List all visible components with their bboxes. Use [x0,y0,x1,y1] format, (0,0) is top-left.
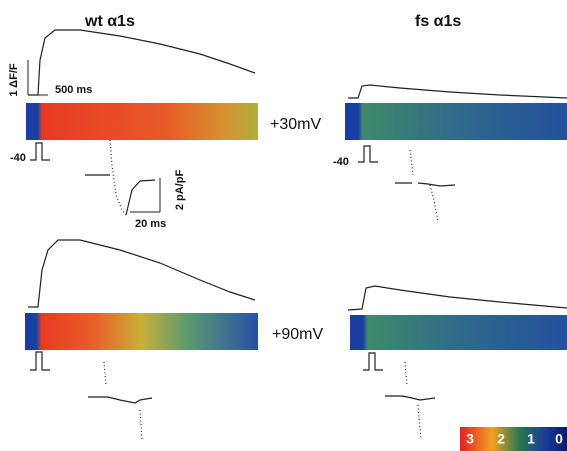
column-title: wt α1s [84,13,135,30]
color-scale [460,427,567,451]
condition-label: +30mV [270,116,321,133]
holding-label: -40 [333,156,349,168]
scale-label: 1 ΔF/F [8,63,20,96]
calcium-image [26,103,258,140]
current-trace [108,397,152,403]
voltage-pulse [358,146,378,162]
current-trace [126,180,155,215]
color-scale-label: 1 [527,431,535,447]
voltage-pulse [30,352,50,370]
scale-label: 2 pA/pF [174,170,186,211]
current-trace [410,150,438,222]
calcium-image [350,315,567,350]
current-trace [418,183,455,186]
holding-label: -40 [10,152,26,164]
scale-label: 20 ms [135,218,166,230]
fluorescence-trace [28,240,255,307]
current-trace [405,362,421,440]
current-trace [110,140,126,215]
color-scale-label: 0 [555,431,563,447]
color-scale-label: 3 [466,431,474,447]
column-title: fs α1s [415,13,461,30]
fluorescence-trace [348,286,567,310]
figure: wt α1s fs α1s 1 ΔF/F 500 ms +30mV -40 -4… [0,0,567,451]
color-scale-label: 2 [497,431,505,447]
calcium-image [25,313,258,350]
condition-label: +90mV [272,326,323,343]
voltage-pulse [30,143,50,160]
voltage-pulse [363,353,383,370]
fluorescence-trace [348,85,567,98]
scale-label: 500 ms [55,84,92,96]
current-trace [402,396,435,400]
calcium-image [345,103,567,140]
